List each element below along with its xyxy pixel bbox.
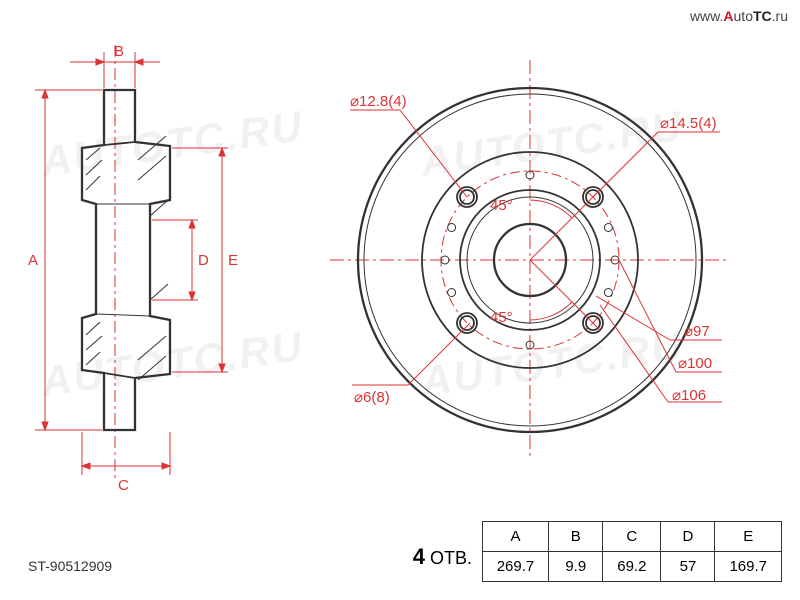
dimension-table: A B C D E 269.7 9.9 69.2 57 169.7: [482, 521, 782, 582]
table-row: 269.7 9.9 69.2 57 169.7: [482, 552, 781, 582]
col-D: D: [661, 522, 715, 552]
callout-d100: ⌀100: [678, 355, 712, 372]
col-E: E: [715, 522, 782, 552]
col-A: A: [482, 522, 549, 552]
val-C: 69.2: [603, 552, 661, 582]
col-C: C: [603, 522, 661, 552]
callout-d68: ⌀6(8): [354, 389, 390, 406]
dim-C-label: C: [118, 477, 129, 494]
callout-d128: ⌀12.8(4): [350, 93, 407, 110]
val-B: 9.9: [549, 552, 603, 582]
callout-45-1: 45°: [490, 197, 513, 214]
val-A: 269.7: [482, 552, 549, 582]
table-row: A B C D E: [482, 522, 781, 552]
callout-45-2: 45°: [490, 309, 513, 326]
callout-d145: ⌀14.5(4): [660, 115, 717, 132]
front-view: ⌀12.8(4) ⌀14.5(4) ⌀6(8) ⌀97 ⌀100 ⌀106 45…: [330, 60, 730, 460]
dim-E-label: E: [228, 252, 238, 269]
dim-B-label: B: [114, 43, 124, 60]
col-B: B: [549, 522, 603, 552]
callout-d97: ⌀97: [684, 323, 710, 340]
val-D: 57: [661, 552, 715, 582]
val-E: 169.7: [715, 552, 782, 582]
technical-drawing: B C A D E: [0, 0, 800, 600]
dim-A-label: A: [28, 252, 38, 269]
dim-D-label: D: [198, 252, 209, 269]
side-view: B C A D E: [28, 43, 238, 494]
holes-label: 4 ОТВ.: [413, 544, 472, 570]
part-number: ST-90512909: [28, 558, 112, 574]
callout-d106: ⌀106: [672, 387, 706, 404]
